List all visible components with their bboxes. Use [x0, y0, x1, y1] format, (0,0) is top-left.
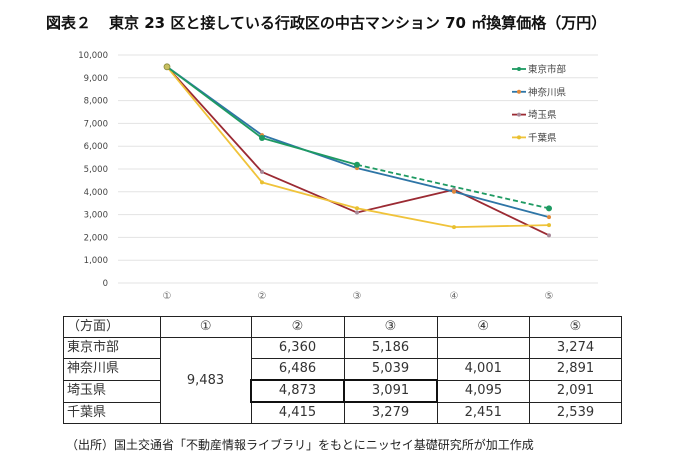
series-lines — [163, 63, 552, 238]
table-cell: 6,360 — [250, 337, 345, 359]
y-tick-label: 1,000 — [84, 256, 108, 266]
table-cell: 2,091 — [529, 379, 622, 403]
table-cell: 3,274 — [529, 337, 622, 359]
data-point — [259, 134, 265, 141]
y-tick-label: 2,000 — [84, 233, 108, 243]
x-tick-label: ② — [258, 291, 267, 302]
series-segment — [166, 66, 263, 139]
x-tick-label: ④ — [450, 291, 459, 302]
legend-label: 埼玉県 — [528, 109, 557, 121]
series-segment — [166, 66, 263, 183]
table-row: 埼玉県 4,873 3,091 4,095 2,091 — [63, 379, 622, 403]
table-header-cell: （方面） — [63, 316, 161, 338]
data-point — [260, 169, 264, 174]
table-row: 千葉県 4,415 3,279 2,451 2,539 — [63, 401, 622, 424]
row-label: 神奈川県 — [63, 358, 161, 381]
table-cell — [436, 337, 530, 359]
series-dashed-segment — [356, 163, 550, 210]
table-header-cell: ② — [250, 316, 345, 338]
series-1 — [164, 63, 552, 212]
table-header-cell: ④ — [436, 316, 530, 338]
series-3 — [165, 64, 551, 238]
y-tick-label: 5,000 — [84, 165, 108, 175]
series-segment — [356, 167, 455, 193]
figure-title-text: 東京 23 区と接している行政区の中古マンション 70 ㎡換算価格（万円） — [109, 14, 607, 32]
shared-value-cell: 9,483 — [160, 337, 252, 424]
data-point — [546, 205, 552, 212]
table-cell-highlighted: 3,091 — [343, 379, 438, 403]
y-tick-label: 6,000 — [84, 142, 108, 152]
legend-marker — [517, 67, 521, 71]
x-tick-label: ① — [163, 291, 172, 302]
y-tick-label: 9,000 — [84, 74, 108, 84]
y-tick-label: 7,000 — [84, 119, 108, 129]
y-tick-label: 8,000 — [84, 97, 108, 107]
table-row: 東京市部 9,483 6,360 5,186 3,274 — [63, 337, 622, 424]
y-tick-label: 10,000 — [78, 51, 108, 61]
data-point — [452, 189, 456, 194]
table-header-cell: ⑤ — [529, 316, 622, 338]
series-4 — [165, 64, 551, 230]
series-segment — [453, 224, 550, 229]
data-point — [452, 225, 456, 230]
data-point — [355, 206, 359, 211]
y-tick-label: 4,000 — [84, 188, 108, 198]
table-cell: 5,039 — [343, 358, 438, 381]
table-header-row: （方面） ① ② ③ ④ ⑤ — [63, 316, 622, 338]
x-tick-label: ⑤ — [545, 291, 554, 302]
data-table: （方面） ① ② ③ ④ ⑤ 東京市部 9,483 6,360 5,186 3,… — [63, 316, 622, 424]
legend-marker — [517, 135, 521, 140]
source-note: （出所）国土交通省「不動産情報ライブラリ」をもとにニッセイ基礎研究所が加工作成 — [66, 438, 534, 452]
table-header-cell: ③ — [343, 316, 438, 338]
table-cell: 2,539 — [529, 401, 622, 424]
row-label: 東京市部 — [63, 337, 161, 359]
series-segment — [261, 137, 358, 166]
data-point — [354, 161, 360, 168]
y-axis-ticks: 0 1,000 2,000 3,000 4,000 5,000 6,000 7,000 8,00… — [78, 51, 108, 289]
figure-title: 図表２ 東京 23 区と接している行政区の中古マンション 70 ㎡換算価格（万円） — [46, 12, 606, 33]
legend-label: 東京市部 — [528, 64, 566, 76]
series-segment — [453, 188, 550, 237]
series-segment — [261, 171, 358, 214]
series-segment — [166, 66, 263, 173]
legend-label: 千葉県 — [528, 132, 557, 144]
figure-label: 図表２ — [46, 14, 92, 32]
y-tick-label: 3,000 — [84, 211, 108, 221]
table-cell: 4,095 — [436, 379, 530, 403]
table-cell: 4,415 — [250, 401, 345, 424]
legend-marker — [517, 112, 521, 117]
data-point — [355, 210, 359, 215]
table-cell: 4,001 — [436, 358, 530, 381]
table-row: 神奈川県 6,486 5,039 4,001 2,891 — [63, 358, 622, 381]
x-axis-ticks: ① ② ③ ④ ⑤ — [163, 291, 554, 302]
line-chart: 0 1,000 2,000 3,000 4,000 5,000 6,000 7,000 8,00… — [78, 51, 598, 302]
data-point — [260, 180, 264, 185]
series-segment — [261, 181, 358, 210]
table-cell: 2,451 — [436, 401, 530, 424]
gridlines — [118, 54, 598, 284]
row-label: 埼玉県 — [63, 379, 161, 403]
data-point — [547, 223, 551, 228]
legend-label: 神奈川県 — [528, 86, 567, 98]
y-tick-label: 0 — [103, 279, 108, 289]
table-cell: 6,486 — [250, 358, 345, 381]
table-cell: 2,891 — [529, 358, 622, 381]
table-cell: 3,279 — [343, 401, 438, 424]
series-segment — [453, 190, 550, 218]
data-point — [547, 233, 551, 238]
row-label: 千葉県 — [63, 401, 161, 424]
legend-marker — [517, 89, 521, 94]
data-point-shared — [163, 63, 171, 71]
table-cell-highlighted: 4,873 — [250, 379, 345, 403]
series-segment — [356, 188, 455, 214]
series-segment — [356, 207, 455, 229]
x-tick-label: ③ — [353, 291, 362, 302]
data-point — [547, 215, 551, 220]
series-2 — [165, 64, 551, 220]
table-header-cell: ① — [160, 316, 252, 338]
table-cell: 5,186 — [343, 337, 438, 359]
